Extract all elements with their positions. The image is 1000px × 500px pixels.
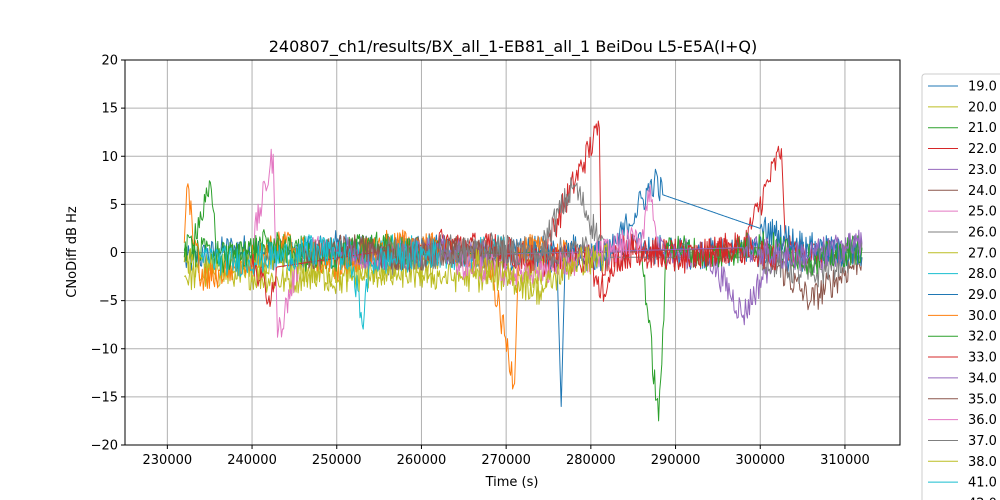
legend-entry-label: 32.0	[968, 330, 997, 345]
legend-entry-label: 25.0	[968, 205, 997, 220]
y-tick-label: 0	[110, 246, 118, 261]
series-line-30.0	[183, 183, 575, 390]
legend-entry-label: 29.0	[968, 288, 997, 303]
x-tick-label: 300000	[735, 453, 785, 468]
plot-series	[183, 120, 863, 422]
legend-entry-label: 24.0	[968, 184, 997, 199]
legend-entry-label: 38.0	[968, 455, 997, 470]
legend-entry-label: 22.0	[968, 142, 997, 157]
legend-entry-label: 20.0	[968, 100, 997, 115]
x-axis: 230000 240000 250000 260000 270000 280000 2900…	[143, 445, 870, 468]
legend-entry-label: 27.0	[968, 246, 997, 261]
legend-entry-label: 21.0	[968, 121, 997, 136]
y-tick-label: 15	[101, 102, 118, 117]
legend-entry-label: 28.0	[968, 267, 997, 282]
legend-entry-label: 19.0	[968, 80, 997, 95]
x-tick-label: 290000	[651, 453, 701, 468]
series-line-27.0	[183, 247, 549, 295]
legend-entry-label: 33.0	[968, 351, 997, 366]
series-line-38.0	[471, 243, 609, 305]
y-tick-label: 20	[101, 54, 118, 69]
legend-entry-label: 37.0	[968, 434, 997, 449]
legend-entry-label: 26.0	[968, 225, 997, 240]
x-tick-label: 230000	[143, 453, 193, 468]
x-tick-label: 240000	[227, 453, 277, 468]
legend-box	[921, 73, 1000, 500]
y-tick-label: −10	[91, 342, 118, 357]
x-tick-label: 280000	[566, 453, 616, 468]
y-tick-label: −5	[99, 294, 118, 309]
legend-entry-label: 41.0	[968, 476, 997, 491]
y-tick-label: −20	[91, 439, 118, 454]
x-axis-label: Time (s)	[485, 475, 539, 490]
legend: 19.0 20.0 21.0 22.0 23.0 24.0 25.0 26.0 27.0 28.0…	[921, 73, 1000, 500]
y-axis: −20 −15 −10 −5 0 5 10 15 20	[91, 54, 125, 454]
x-tick-label: 250000	[312, 453, 362, 468]
legend-entry-label: 42.0	[968, 497, 997, 500]
series-line-26.0	[387, 177, 863, 288]
legend-entry-label: 36.0	[968, 413, 997, 428]
y-tick-label: −15	[91, 390, 118, 405]
series-line-33.0	[251, 228, 778, 307]
series-line-29.0	[522, 168, 863, 407]
legend-entry-label: 30.0	[968, 309, 997, 324]
chart-title: 240807_ch1/results/BX_all_1-EB81_all_1 B…	[269, 37, 757, 57]
legend-entry-label: 23.0	[968, 163, 997, 178]
legend-entry-label: 35.0	[968, 392, 997, 407]
x-tick-label: 270000	[481, 453, 531, 468]
series-line-41.0	[200, 237, 439, 330]
y-tick-label: 5	[110, 198, 118, 213]
y-tick-label: 10	[101, 150, 118, 165]
y-axis-label: CNoDiff dB Hz	[65, 206, 80, 298]
x-tick-label: 310000	[820, 453, 870, 468]
legend-entry-label: 34.0	[968, 371, 997, 386]
x-tick-label: 260000	[397, 453, 447, 468]
